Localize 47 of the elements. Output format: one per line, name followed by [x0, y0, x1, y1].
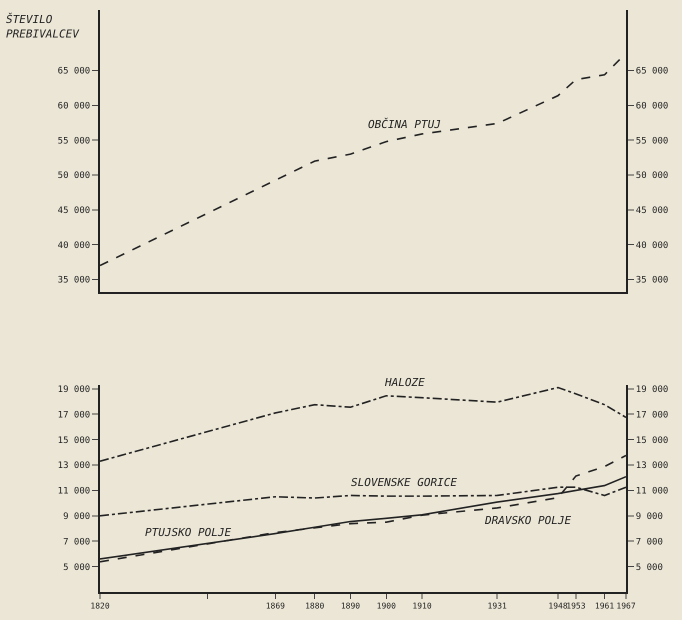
x-tick-label: 1869	[266, 602, 286, 611]
y-tick-label: 13 000	[58, 461, 90, 472]
y-tick-label: 50 000	[58, 171, 90, 182]
x-tick-label: 1948	[548, 602, 568, 611]
y-tick-label: 17 000	[58, 410, 90, 420]
y2-tick-label: 7 000	[636, 537, 663, 548]
y2-tick-label: 5 000	[636, 562, 663, 573]
x-tick-label: 1967	[616, 602, 636, 611]
y2-tick-label: 60 000	[636, 102, 668, 112]
y-tick-label: 60 000	[58, 102, 90, 112]
y-tick-label: 15 000	[58, 436, 90, 446]
y2-tick-label: 65 000	[636, 66, 668, 77]
y2-tick-label: 11 000	[636, 486, 668, 497]
series-label: HALOZE	[384, 376, 426, 389]
x-tick-label: 1900	[376, 602, 396, 611]
y2-tick-label: 55 000	[636, 136, 668, 146]
x-tick-label: 1880	[305, 602, 325, 611]
y2-tick-label: 19 000	[636, 384, 668, 395]
y2-tick-label: 9 000	[636, 512, 663, 522]
y2-tick-label: 50 000	[636, 171, 668, 182]
y2-tick-label: 17 000	[636, 410, 668, 420]
y-tick-label: 55 000	[58, 136, 90, 146]
y-tick-label: 11 000	[58, 486, 90, 497]
series-label: DRAVSKO POLJE	[484, 514, 572, 527]
x-tick-label: 1953	[566, 602, 586, 611]
y2-tick-label: 40 000	[636, 240, 668, 251]
y-tick-label: 5 000	[63, 562, 90, 573]
y2-tick-label: 15 000	[636, 436, 668, 446]
y-tick-label: 40 000	[58, 240, 90, 251]
y-tick-label: 19 000	[58, 384, 90, 395]
y-tick-label: 7 000	[63, 537, 90, 548]
y-tick-label: 9 000	[63, 512, 90, 522]
y-tick-label: 35 000	[58, 276, 90, 286]
y2-tick-label: 13 000	[636, 461, 668, 472]
x-tick-label: 1820	[90, 602, 110, 611]
x-tick-label: 1890	[340, 602, 360, 611]
y-tick-label: 45 000	[58, 206, 90, 216]
y2-tick-label: 45 000	[636, 206, 668, 216]
x-tick-label: 1961	[594, 602, 614, 611]
series-label: PTUJSKO POLJE	[145, 526, 232, 539]
x-tick-label: 1910	[412, 602, 432, 611]
series-label: SLOVENSKE GORICE	[351, 476, 458, 489]
y2-tick-label: 35 000	[636, 276, 668, 286]
x-tick-label: 1931	[488, 602, 507, 611]
y-axis-title: ŠTEVILO PREBIVALCEV	[6, 12, 80, 40]
series-label: OBČINA PTUJ	[368, 117, 441, 131]
y-tick-label: 65 000	[58, 66, 90, 77]
